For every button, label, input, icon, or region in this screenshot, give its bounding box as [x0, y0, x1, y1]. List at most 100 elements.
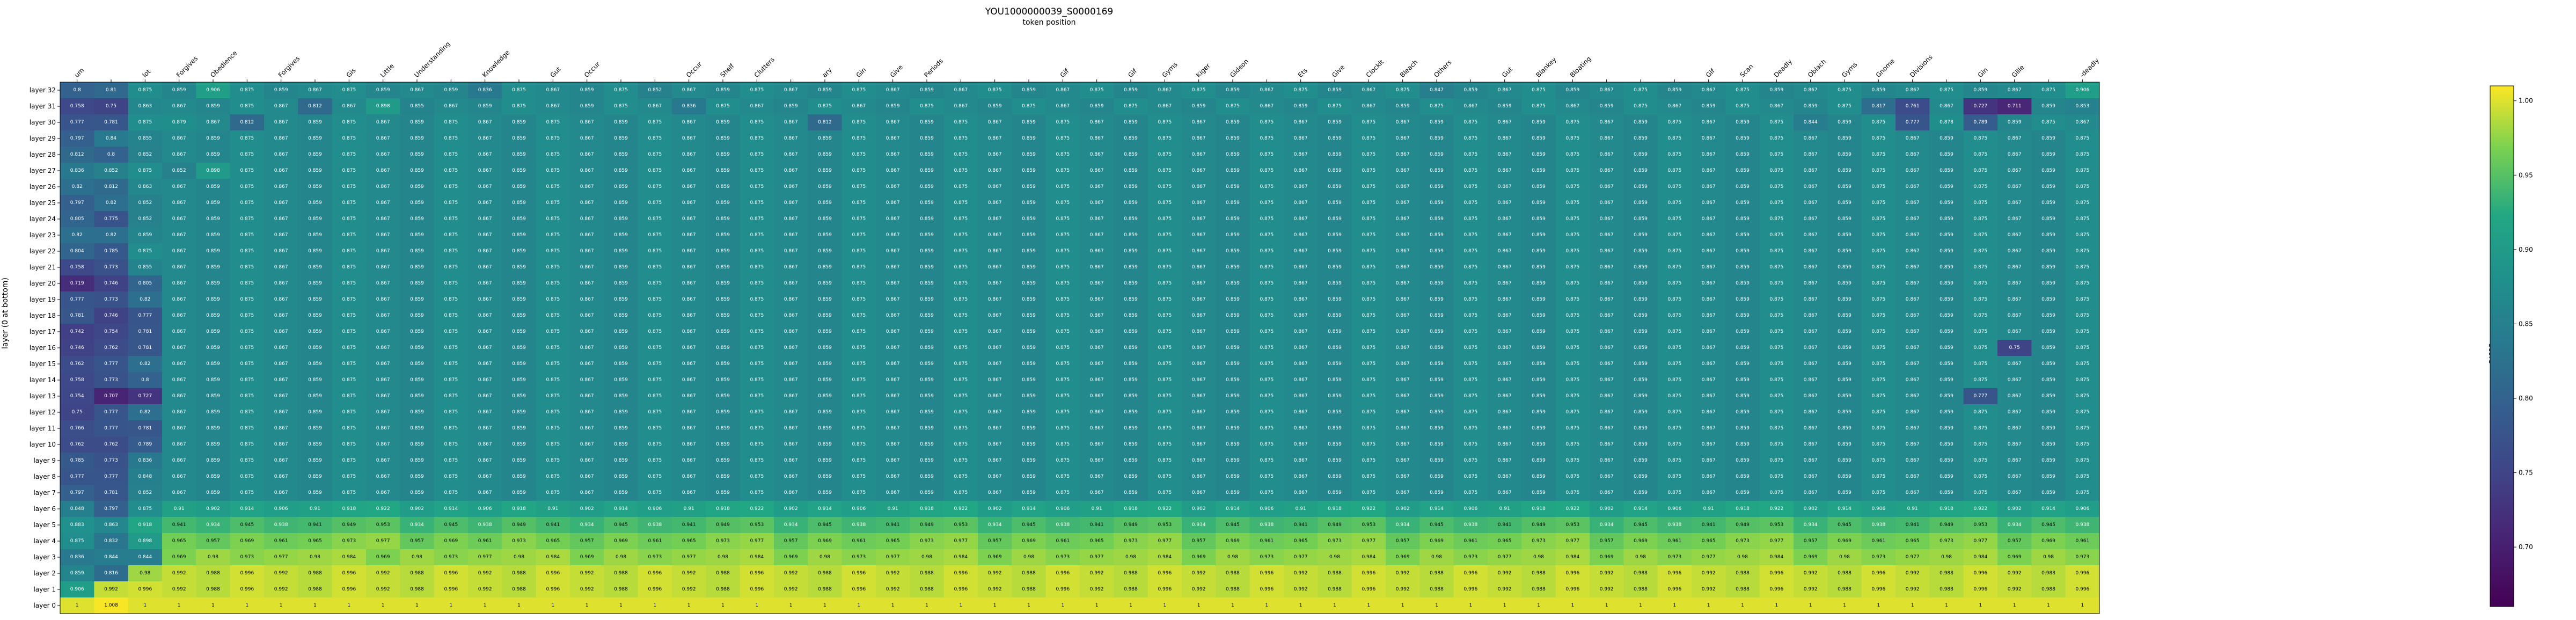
cell-value-label: 0.98 — [1737, 555, 1748, 560]
cell-value-label: 0.996 — [1463, 587, 1477, 592]
heatmap-cell — [1351, 147, 1386, 163]
cell-value-label: 0.859 — [818, 393, 832, 399]
heatmap-cell — [1692, 82, 1726, 99]
heatmap-cell — [1794, 114, 1828, 131]
cell-value-label: 0.789 — [1973, 120, 1987, 125]
cell-value-label: 0.867 — [1498, 426, 1512, 431]
heatmap-cell — [706, 98, 741, 115]
cell-value-label: 0.859 — [614, 216, 628, 222]
cell-value-label: 0.859 — [1940, 232, 1953, 238]
cell-value-label: 0.875 — [546, 297, 560, 302]
cell-value-label: 0.867 — [784, 200, 798, 206]
cell-value-label: 0.859 — [1430, 200, 1444, 206]
heatmap-cell — [841, 114, 876, 131]
cell-value-label: 0.996 — [1871, 587, 1885, 592]
colorbar-tick-label: 1.00 — [2519, 97, 2533, 105]
cell-value-label: 0.875 — [240, 361, 254, 367]
cell-value-label: 0.859 — [512, 281, 526, 286]
cell-value-label: 0.875 — [1362, 442, 1375, 447]
cell-value-label: 0.875 — [1158, 297, 1172, 302]
heatmap-cell — [672, 163, 706, 179]
cell-value-label: 0.867 — [172, 345, 186, 351]
cell-value-label: 0.867 — [2008, 184, 2022, 189]
cell-value-label: 0.875 — [852, 393, 866, 399]
heatmap-cell — [536, 114, 570, 131]
cell-value-label: 0.945 — [444, 522, 458, 528]
heatmap-cell — [978, 114, 1012, 131]
cell-value-label: 0.922 — [1973, 506, 1987, 512]
cell-value-label: 0.859 — [1838, 377, 1851, 383]
cell-value-label: 0.859 — [614, 345, 628, 351]
heatmap-cell — [672, 98, 706, 115]
cell-value-label: 0.961 — [1463, 538, 1477, 544]
cell-value-label: 0.875 — [1260, 426, 1274, 431]
cell-value-label: 0.875 — [852, 281, 866, 286]
cell-value-label: 0.859 — [308, 442, 322, 447]
cell-value-label: 0.867 — [1090, 410, 1104, 415]
heatmap-cell — [1759, 98, 1794, 115]
cell-value-label: 0.875 — [342, 426, 356, 431]
cell-value-label: 0.875 — [1973, 184, 1987, 189]
cell-value-label: 0.867 — [682, 393, 696, 399]
cell-value-label: 0.875 — [2075, 361, 2089, 367]
cell-value-label: 0.867 — [478, 249, 492, 254]
cell-value-label: 0.867 — [172, 200, 186, 206]
x-tick-label: Divisions — [1908, 53, 1934, 79]
heatmap-cell — [1861, 114, 1896, 131]
cell-value-label: 0.832 — [104, 538, 118, 544]
heatmap-cell — [1623, 114, 1658, 131]
cell-value-label: 0.859 — [410, 490, 424, 495]
cell-value-label: 0.867 — [1498, 393, 1512, 399]
cell-value-label: 0.875 — [1973, 345, 1987, 351]
cell-value-label: 0.996 — [1260, 587, 1274, 592]
cell-value-label: 0.859 — [1022, 361, 1036, 367]
cell-value-label: 0.859 — [206, 265, 220, 270]
heatmap-cell — [1249, 82, 1284, 99]
cell-value-label: 0.867 — [1906, 168, 1920, 173]
cell-value-label: 0.867 — [478, 297, 492, 302]
cell-value-label: 0.867 — [648, 104, 662, 109]
cell-value-label: 0.875 — [1362, 329, 1375, 334]
cell-value-label: 0.875 — [1565, 442, 1579, 447]
cell-value-label: 0.953 — [376, 522, 390, 528]
cell-value-label: 0.875 — [444, 249, 458, 254]
cell-value-label: 0.977 — [1906, 555, 1920, 560]
cell-value-label: 0.996 — [1973, 587, 1987, 592]
cell-value-label: 0.988 — [1634, 571, 1648, 576]
cell-value-label: 0.859 — [206, 426, 220, 431]
cell-value-label: 0.934 — [206, 522, 220, 528]
cell-value-label: 0.797 — [70, 490, 84, 495]
cell-value-label: 0.867 — [1090, 249, 1104, 254]
cell-value-label: 0.992 — [1702, 571, 1716, 576]
x-tick-label: Periods — [923, 57, 945, 79]
cell-value-label: 0.875 — [1667, 377, 1681, 383]
cell-value-label: 0.992 — [172, 587, 186, 592]
cell-value-label: 0.859 — [716, 232, 730, 238]
cell-value-label: 0.867 — [682, 361, 696, 367]
cell-value-label: 0.859 — [818, 426, 832, 431]
cell-value-label: 0.875 — [1056, 120, 1070, 125]
cell-value-label: 0.867 — [1906, 136, 1920, 141]
cell-value-label: 0.906 — [478, 506, 492, 512]
cell-value-label: 0.859 — [1328, 216, 1342, 222]
cell-value-label: 0.867 — [1090, 442, 1104, 447]
cell-value-label: 0.867 — [376, 442, 390, 447]
cell-value-label: 0.875 — [1463, 474, 1477, 479]
cell-value-label: 1 — [1877, 603, 1880, 608]
cell-value-label: 0.969 — [1838, 538, 1851, 544]
cell-value-label: 0.867 — [2008, 410, 2022, 415]
cell-value-label: 0.859 — [410, 232, 424, 238]
cell-value-label: 0.992 — [104, 587, 118, 592]
cell-value-label: 0.867 — [682, 426, 696, 431]
cell-value-label: 0.875 — [444, 410, 458, 415]
cell-value-label: 0.875 — [954, 136, 968, 141]
y-tick-label: layer 3 — [33, 553, 56, 561]
cell-value-label: 0.859 — [1838, 442, 1851, 447]
heatmap-cell — [128, 82, 163, 99]
cell-value-label: 0.867 — [580, 136, 594, 141]
cell-value-label: 0.867 — [274, 120, 288, 125]
cell-value-label: 0.875 — [546, 393, 560, 399]
cell-value-label: 0.996 — [1871, 571, 1885, 576]
heatmap-cell — [1284, 130, 1318, 147]
cell-value-label: 0.867 — [1090, 297, 1104, 302]
